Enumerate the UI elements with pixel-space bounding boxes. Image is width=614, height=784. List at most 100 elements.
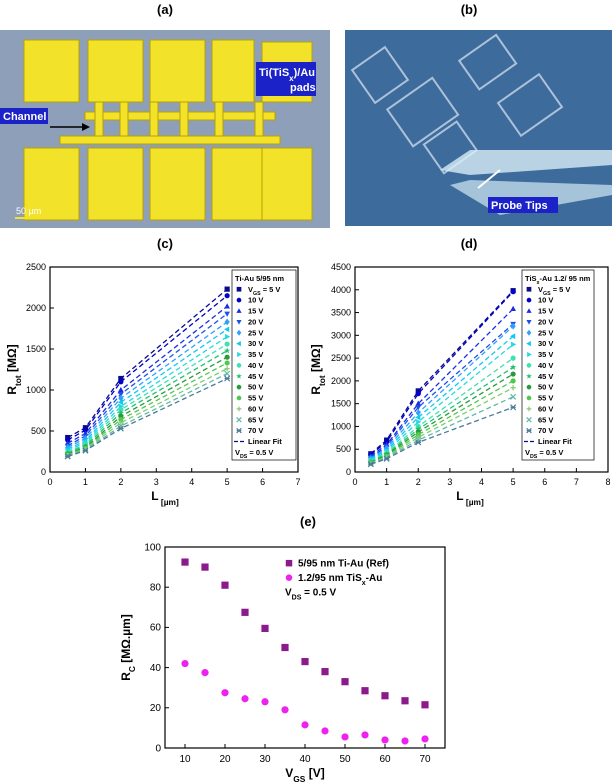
y-tick-label: 60 xyxy=(150,623,162,634)
x-tick-label: 10 xyxy=(179,754,191,765)
point xyxy=(221,689,229,697)
legend-label: VGS = 5 V xyxy=(538,285,570,297)
series-line xyxy=(370,335,514,460)
y-tick-label: 1000 xyxy=(331,421,351,431)
point xyxy=(181,558,189,566)
series-line xyxy=(370,343,514,461)
label: RC [MΩ.µm] xyxy=(119,614,137,681)
series-line xyxy=(370,291,514,456)
point xyxy=(401,737,409,745)
point xyxy=(341,733,349,741)
point xyxy=(224,360,230,366)
pads-label: pads xyxy=(290,82,316,94)
series-line xyxy=(67,356,228,455)
point xyxy=(117,409,125,416)
legend-marker xyxy=(285,574,293,581)
legend-label: 40 V xyxy=(538,361,553,370)
text-part: [V] xyxy=(305,766,324,780)
y-tick-label: 40 xyxy=(150,663,162,674)
point xyxy=(415,391,421,397)
point xyxy=(118,420,124,426)
x-tick-label: 6 xyxy=(542,477,547,487)
text-part: Ti-Au 5/95 nm xyxy=(235,274,284,283)
text-part: DS xyxy=(292,594,302,601)
series-line xyxy=(67,343,228,453)
point xyxy=(341,678,349,686)
series-line xyxy=(67,295,228,441)
text-part: TiS xyxy=(525,274,537,283)
x-tick-label: 3 xyxy=(447,477,452,487)
channel-label: Channel xyxy=(3,111,46,123)
text-part: 25 V xyxy=(538,328,553,337)
series-line xyxy=(67,288,228,439)
x-tick-label: 6 xyxy=(260,477,265,487)
legend-marker xyxy=(236,416,242,423)
text-part: 30 V xyxy=(538,339,553,348)
text-part: R xyxy=(119,672,133,681)
y-tick-label: 100 xyxy=(144,542,161,553)
text-part: pads xyxy=(290,82,316,94)
text-part: 5/95 nm Ti-Au (Ref) xyxy=(298,559,389,570)
x-tick-label: 4 xyxy=(189,477,194,487)
y-tick-label: 0 xyxy=(346,467,351,477)
point xyxy=(117,392,124,398)
series-line xyxy=(67,328,228,450)
y-tick-label: 20 xyxy=(150,703,162,714)
text-part: 35 V xyxy=(248,350,263,359)
legend-marker xyxy=(236,308,242,313)
legend-marker xyxy=(236,384,242,390)
legend-label: 60 V xyxy=(538,404,553,413)
y-tick-label: 1500 xyxy=(331,399,351,409)
point xyxy=(224,311,231,317)
point xyxy=(225,333,231,340)
legend-label: 1.2/95 nm TiSx-Au xyxy=(298,573,382,587)
point xyxy=(383,455,390,462)
text-part: R xyxy=(5,386,19,395)
text-part: V xyxy=(285,588,292,599)
text-part: = 0.5 V xyxy=(301,588,336,599)
text-part: 50 V xyxy=(538,383,553,392)
legend-marker xyxy=(526,416,532,423)
text-part: 20 V xyxy=(538,317,553,326)
y-tick-label: 80 xyxy=(150,583,162,594)
series-line xyxy=(67,305,228,444)
photo-a: Channel Ti(TiSx)/Au pads 50 µm xyxy=(0,30,330,228)
point xyxy=(510,378,516,384)
legend-marker xyxy=(236,297,242,303)
point xyxy=(381,692,389,700)
point xyxy=(415,439,422,446)
y-tick-label: 2500 xyxy=(26,262,46,272)
text-part: 55 V xyxy=(538,394,553,403)
legend-marker xyxy=(236,329,242,336)
series-line xyxy=(370,325,514,459)
x-tick-label: 2 xyxy=(416,477,421,487)
x-tick-label: 7 xyxy=(295,477,300,487)
legend-label: 45 V xyxy=(248,372,263,381)
text-part: DS xyxy=(530,454,538,460)
legend-label: VGS = 5 V xyxy=(248,285,280,297)
y-tick-label: 3000 xyxy=(331,330,351,340)
legend-marker xyxy=(526,286,532,292)
series-line xyxy=(67,350,228,454)
legend-marker xyxy=(236,427,242,434)
legend-label: 15 V xyxy=(538,307,553,316)
y-tick-label: 1500 xyxy=(26,344,46,354)
text-part: 10 V xyxy=(248,296,263,305)
series-line xyxy=(370,357,514,462)
text-part: 45 V xyxy=(538,372,553,381)
point xyxy=(224,366,230,372)
legend-label: 70 V xyxy=(248,426,263,435)
point xyxy=(221,581,229,589)
point xyxy=(361,687,369,695)
text-part: 65 V xyxy=(538,415,553,424)
label: Rtot [MΩ] xyxy=(5,344,23,394)
point xyxy=(82,427,89,433)
point xyxy=(510,393,517,400)
series-line xyxy=(67,377,228,458)
point xyxy=(416,419,422,425)
point xyxy=(510,385,516,391)
text-part: 70 V xyxy=(538,426,553,435)
point xyxy=(181,659,189,668)
x-tick-label: 8 xyxy=(605,477,610,487)
panel-label: (e) xyxy=(300,514,316,529)
